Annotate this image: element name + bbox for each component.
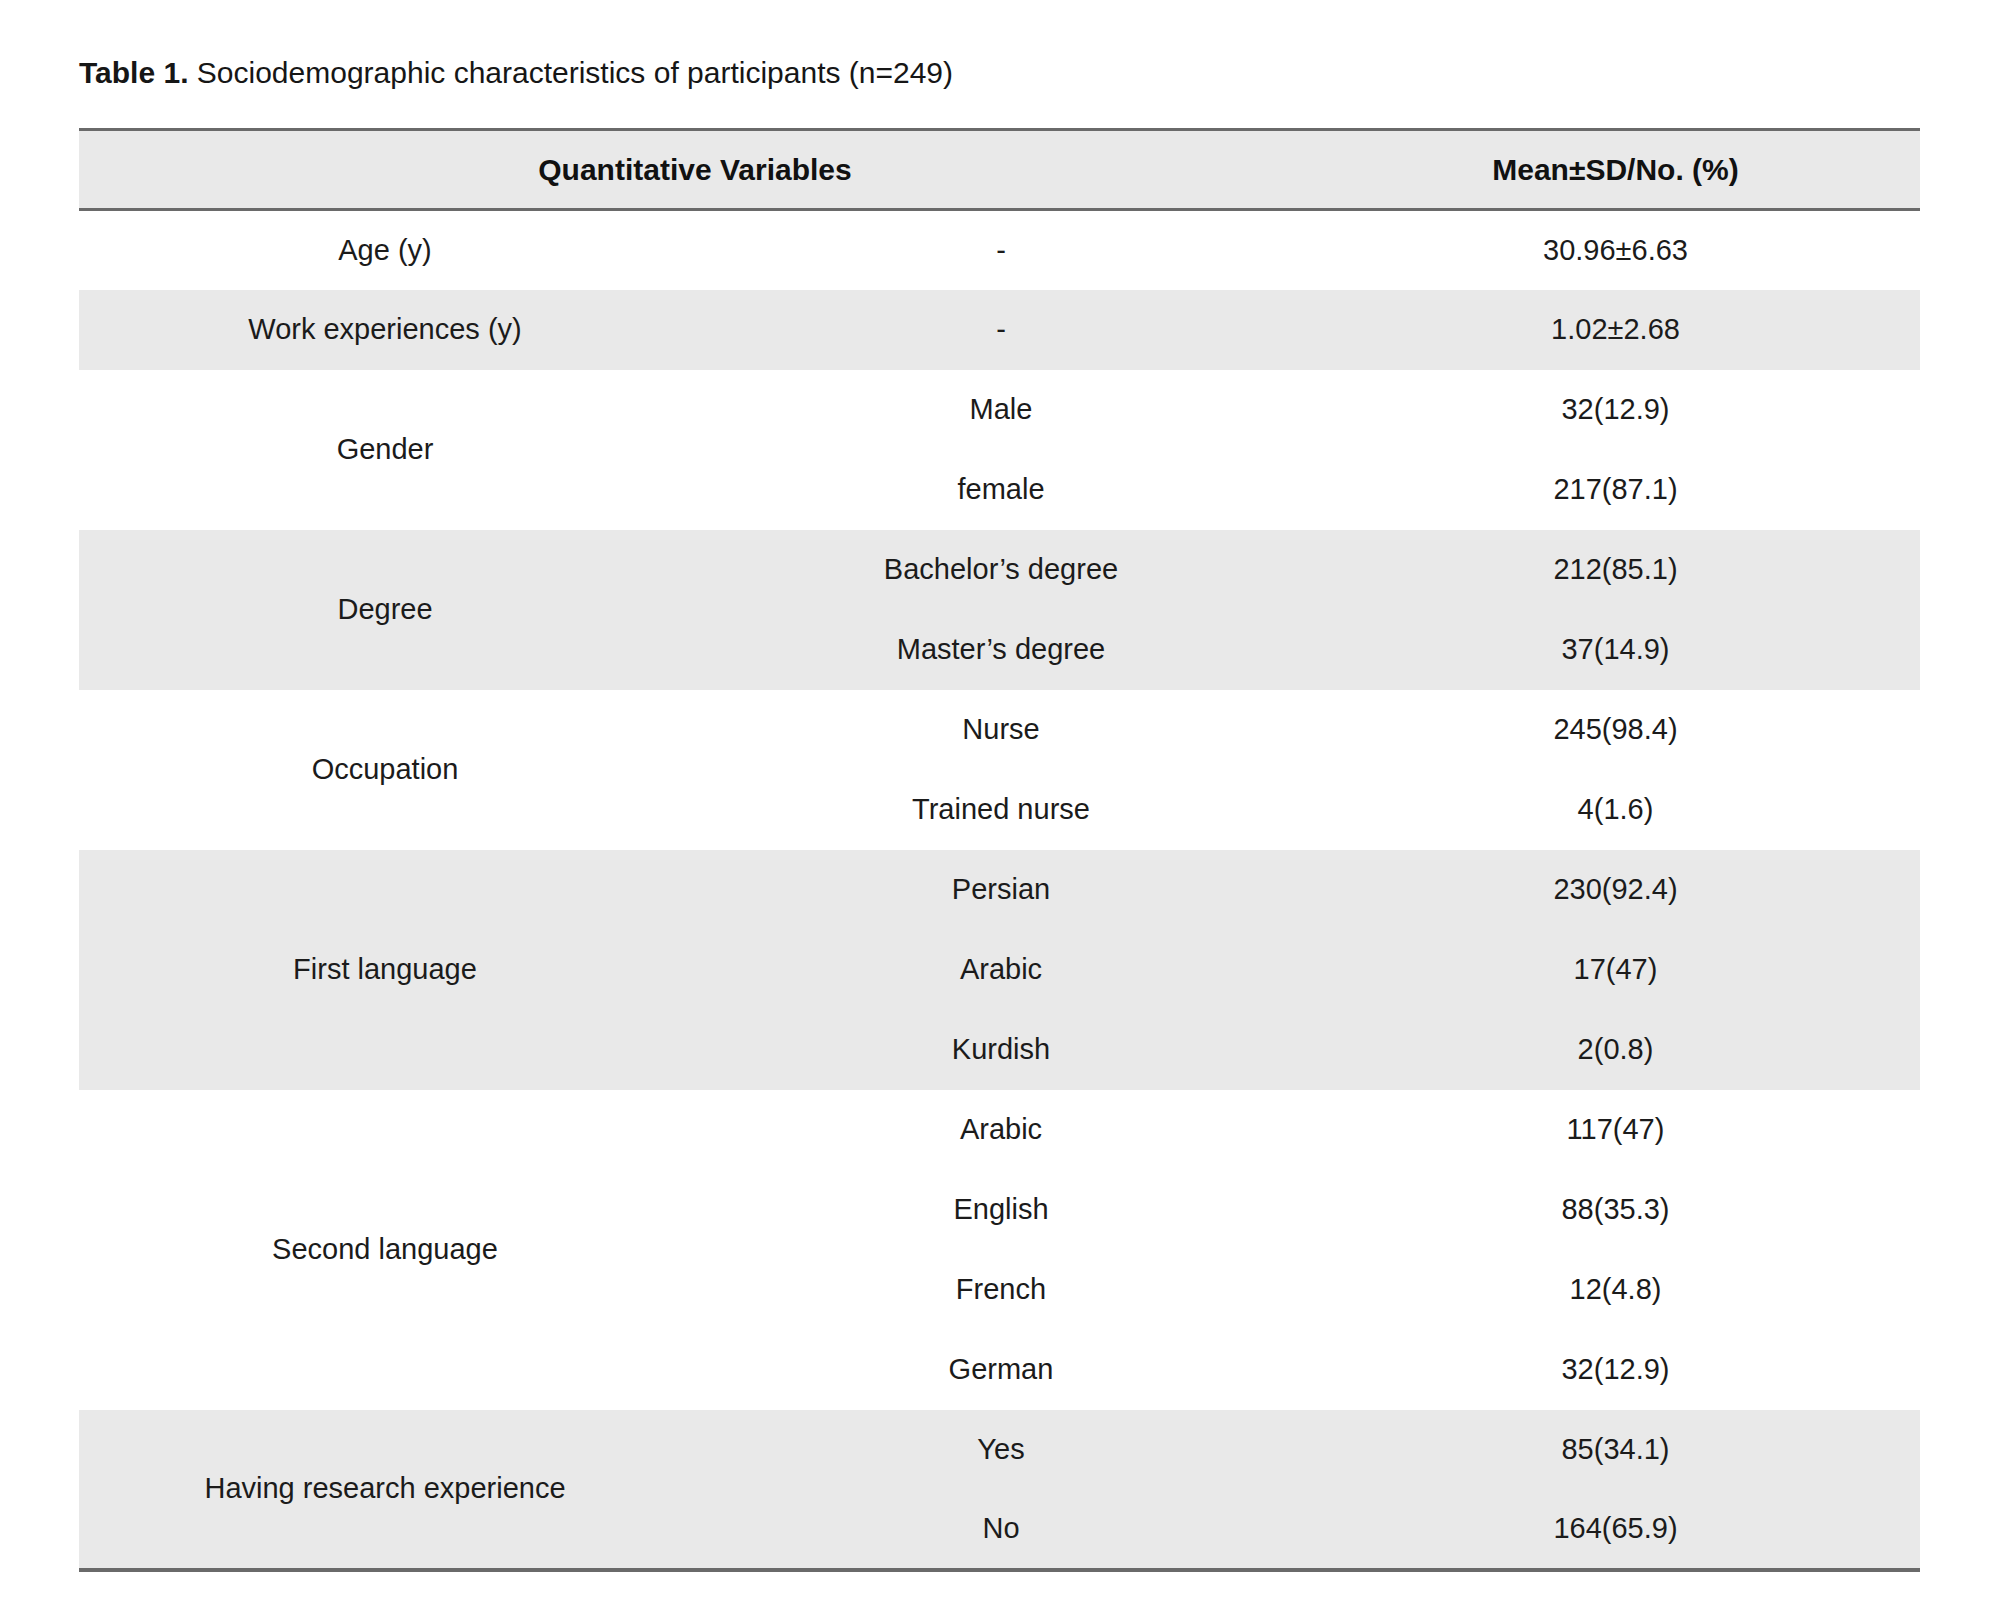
table-row: First languagePersian230(92.4) <box>79 850 1920 930</box>
table-row: Work experiences (y)-1.02±2.68 <box>79 290 1920 370</box>
category-cell: - <box>691 210 1311 290</box>
value-cell: 32(12.9) <box>1311 1330 1920 1410</box>
table-row: Having research experienceYes85(34.1) <box>79 1410 1920 1490</box>
value-cell: 37(14.9) <box>1311 610 1920 690</box>
header-quantitative-variables: Quantitative Variables <box>79 130 1311 210</box>
category-cell: Male <box>691 370 1311 450</box>
table-row: GenderMale32(12.9) <box>79 370 1920 450</box>
variable-cell: Second language <box>79 1090 691 1410</box>
table-body: Age (y)-30.96±6.63Work experiences (y)-1… <box>79 210 1920 1570</box>
category-cell: English <box>691 1170 1311 1250</box>
value-cell: 30.96±6.63 <box>1311 210 1920 290</box>
header-mean-sd: Mean±SD/No. (%) <box>1311 130 1920 210</box>
category-cell: German <box>691 1330 1311 1410</box>
variable-cell: Degree <box>79 530 691 690</box>
category-cell: Nurse <box>691 690 1311 770</box>
value-cell: 12(4.8) <box>1311 1250 1920 1330</box>
variable-cell: First language <box>79 850 691 1090</box>
table-header: Quantitative Variables Mean±SD/No. (%) <box>79 130 1920 210</box>
category-cell: Persian <box>691 850 1311 930</box>
category-cell: French <box>691 1250 1311 1330</box>
variable-cell: Work experiences (y) <box>79 290 691 370</box>
table-row: DegreeBachelor’s degree212(85.1) <box>79 530 1920 610</box>
value-cell: 164(65.9) <box>1311 1490 1920 1570</box>
category-cell: Arabic <box>691 1090 1311 1170</box>
value-cell: 212(85.1) <box>1311 530 1920 610</box>
variable-cell: Having research experience <box>79 1410 691 1570</box>
sociodemographic-table: Quantitative Variables Mean±SD/No. (%) A… <box>79 128 1920 1572</box>
category-cell: - <box>691 290 1311 370</box>
variable-cell: Age (y) <box>79 210 691 290</box>
value-cell: 217(87.1) <box>1311 450 1920 530</box>
table-caption-text: Sociodemographic characteristics of part… <box>197 56 953 89</box>
category-cell: Kurdish <box>691 1010 1311 1090</box>
table-row: Age (y)-30.96±6.63 <box>79 210 1920 290</box>
value-cell: 32(12.9) <box>1311 370 1920 450</box>
value-cell: 85(34.1) <box>1311 1410 1920 1490</box>
category-cell: Yes <box>691 1410 1311 1490</box>
header-row: Quantitative Variables Mean±SD/No. (%) <box>79 130 1920 210</box>
value-cell: 245(98.4) <box>1311 690 1920 770</box>
category-cell: Master’s degree <box>691 610 1311 690</box>
variable-cell: Gender <box>79 370 691 530</box>
value-cell: 1.02±2.68 <box>1311 290 1920 370</box>
category-cell: Arabic <box>691 930 1311 1010</box>
category-cell: Bachelor’s degree <box>691 530 1311 610</box>
category-cell: No <box>691 1490 1311 1570</box>
value-cell: 117(47) <box>1311 1090 1920 1170</box>
value-cell: 230(92.4) <box>1311 850 1920 930</box>
value-cell: 4(1.6) <box>1311 770 1920 850</box>
table-caption: Table 1. Sociodemographic characteristic… <box>79 54 953 92</box>
category-cell: Trained nurse <box>691 770 1311 850</box>
variable-cell: Occupation <box>79 690 691 850</box>
value-cell: 17(47) <box>1311 930 1920 1010</box>
table-caption-number: Table 1. <box>79 56 188 89</box>
value-cell: 2(0.8) <box>1311 1010 1920 1090</box>
category-cell: female <box>691 450 1311 530</box>
table-row: OccupationNurse245(98.4) <box>79 690 1920 770</box>
table-row: Second languageArabic117(47) <box>79 1090 1920 1170</box>
value-cell: 88(35.3) <box>1311 1170 1920 1250</box>
